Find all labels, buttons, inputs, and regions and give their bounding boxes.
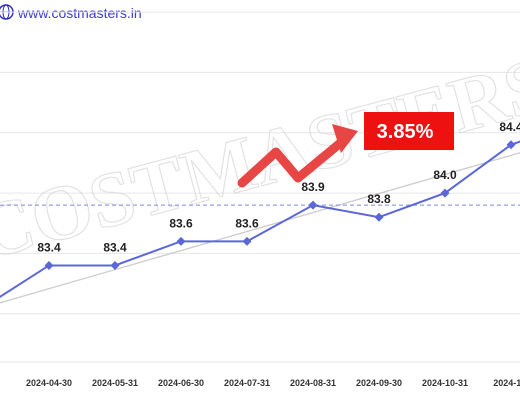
data-label-layer: 83.4 83.4 83.6 83.6 83.9 83.8 84.0 84.4 xyxy=(37,120,520,255)
trend-line-layer xyxy=(0,152,520,304)
series-layer xyxy=(0,140,520,299)
site-url[interactable]: www.costmasters.in xyxy=(17,5,142,21)
site-header: www.costmasters.in xyxy=(0,4,142,21)
trend-up-arrow-icon xyxy=(237,124,358,188)
data-point[interactable] xyxy=(374,212,384,222)
x-tick-label: 2024-11- xyxy=(493,378,520,388)
x-tick-label: 2024-10-31 xyxy=(422,378,468,388)
trend-line xyxy=(0,152,520,304)
data-label: 83.4 xyxy=(37,240,61,254)
data-point[interactable] xyxy=(308,200,318,210)
data-label: 83.6 xyxy=(235,216,259,230)
data-label: 84.4 xyxy=(499,120,520,134)
watermark-text: COSTMASTERS xyxy=(0,40,520,277)
data-label: 83.6 xyxy=(169,216,193,230)
grid-lines xyxy=(0,11,520,363)
data-label: 83.8 xyxy=(367,192,391,206)
data-label: 84.0 xyxy=(433,168,457,182)
x-axis-ticks: 312024-04-302024-05-312024-06-302024-07-… xyxy=(26,378,520,388)
change-badge: 3.85% xyxy=(364,112,454,150)
data-point[interactable] xyxy=(44,260,54,270)
x-tick-label: 2024-07-31 xyxy=(224,378,270,388)
x-tick-label: 2024-05-31 xyxy=(92,378,138,388)
data-label: 83.4 xyxy=(103,240,127,254)
data-label: 83.9 xyxy=(301,180,325,194)
data-point[interactable] xyxy=(110,260,120,270)
x-tick-label: 2024-09-30 xyxy=(356,378,402,388)
change-badge-text: 3.85% xyxy=(377,121,434,143)
series-line xyxy=(0,140,520,299)
watermark: COSTMASTERS xyxy=(0,39,520,277)
x-tick-label: 2024-08-31 xyxy=(290,378,336,388)
x-tick-label: 2024-04-30 xyxy=(26,378,72,388)
data-point[interactable] xyxy=(506,140,516,150)
data-point[interactable] xyxy=(242,236,252,246)
data-point[interactable] xyxy=(176,236,186,246)
data-point[interactable] xyxy=(440,188,450,198)
x-tick-label: 2024-06-30 xyxy=(158,378,204,388)
